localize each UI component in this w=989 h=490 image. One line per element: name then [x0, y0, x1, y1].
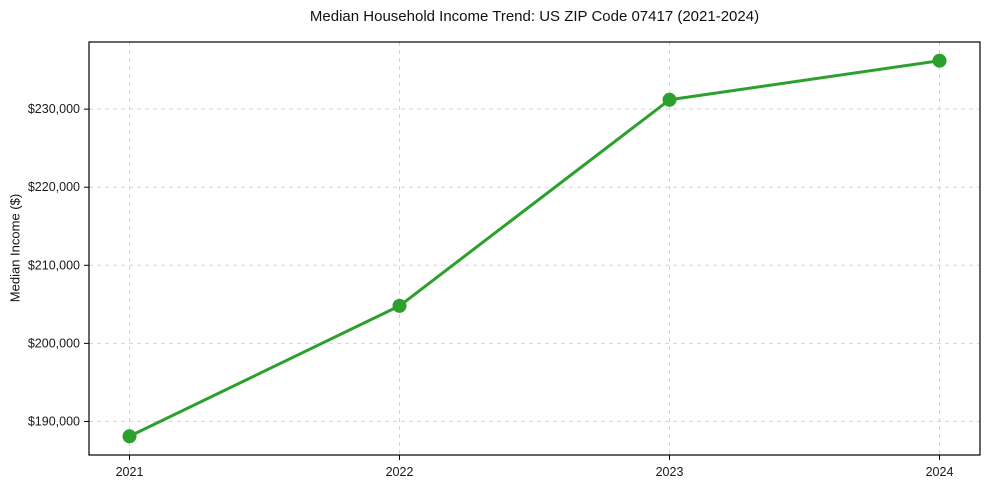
y-tick-label: $190,000: [28, 414, 80, 428]
gridlines-group: [89, 42, 980, 455]
x-tick-label: 2024: [926, 465, 954, 479]
series-line: [128, 59, 941, 438]
x-tick-label: 2022: [386, 465, 414, 479]
series-group: [122, 53, 947, 444]
y-tick-label: $220,000: [28, 180, 80, 194]
x-tick-label: 2023: [656, 465, 684, 479]
axes-group: [84, 41, 981, 460]
chart-title: Median Household Income Trend: US ZIP Co…: [309, 8, 760, 25]
x-tick-label: 2021: [116, 465, 144, 479]
data-point: [932, 53, 947, 68]
data-point: [392, 298, 407, 313]
tick-labels-group: $190,000 $200,000 $210,000 $220,000 $230,000…: [28, 102, 954, 479]
y-tick-label: $200,000: [28, 336, 80, 350]
data-point: [662, 92, 677, 107]
data-point: [122, 429, 137, 444]
y-tick-label: $230,000: [28, 102, 80, 116]
y-tick-label: $210,000: [28, 258, 80, 272]
axes-box: [88, 41, 981, 456]
